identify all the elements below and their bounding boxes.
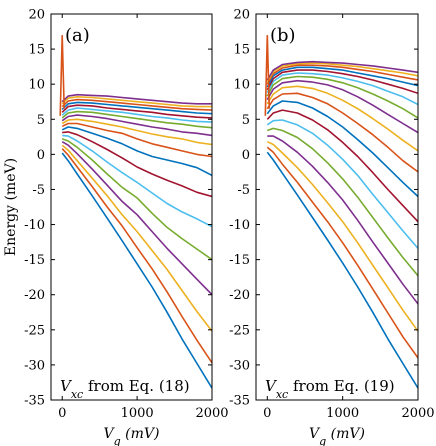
series-line-9 (266, 92, 418, 173)
y-tick-label: -25 (229, 323, 250, 338)
series-group (264, 35, 418, 389)
y-tick-label: 5 (37, 113, 45, 128)
series-line-16 (266, 64, 418, 85)
panel-a: 20 15 10 5 0 -5 -10 -15 -20 -25 -30 -35 0 1000 2000 (a)… (24, 8, 228, 446)
annotation-text: Vxc from Eq. (18) (60, 377, 190, 401)
y-tick-label: 0 (242, 148, 250, 163)
series-group (59, 35, 212, 389)
series-line-15 (266, 66, 418, 88)
y-tick-label: -10 (229, 218, 250, 233)
y-tick-label: -35 (229, 394, 250, 409)
series-line-8 (266, 100, 418, 198)
x-tick-label: 0 (263, 406, 271, 421)
series-line-5 (267, 127, 418, 277)
series-line-2 (61, 148, 212, 364)
x-tick-label: 2000 (195, 406, 228, 421)
series-line-1 (266, 151, 418, 389)
spike-line (59, 35, 65, 116)
y-tick-label: 15 (28, 43, 45, 58)
series-line-17 (61, 96, 212, 108)
y-tick-label: 0 (37, 148, 45, 163)
annotation-text: Vxc from Eq. (19) (265, 377, 395, 401)
series-line-11 (61, 114, 212, 137)
y-tick-label: -5 (237, 183, 250, 198)
plot-frame (255, 13, 419, 401)
x-tick-label: 2000 (401, 406, 434, 421)
series-line-6 (62, 134, 212, 228)
series-line-7 (266, 109, 418, 223)
y-tick-label: 5 (242, 113, 250, 128)
x-tick-label: 0 (58, 406, 66, 421)
series-line-14 (61, 104, 212, 119)
panel-label: (a) (65, 25, 90, 46)
series-line-4 (267, 135, 418, 305)
series-line-18 (266, 60, 418, 81)
y-tick-label: -30 (24, 358, 45, 373)
series-line-8 (61, 126, 212, 177)
y-axis-title: Energy (meV) (3, 158, 19, 256)
x-axis-title: Vg (mV) (309, 426, 365, 446)
series-line-13 (61, 107, 212, 123)
y-tick-label: -30 (229, 358, 250, 373)
series-line-3 (61, 144, 212, 332)
series-line-7 (62, 131, 212, 198)
series-line-18 (61, 93, 212, 105)
series-line-11 (266, 79, 418, 134)
series-line-16 (61, 98, 212, 111)
series-line-17 (266, 62, 418, 83)
y-tick-label: -15 (229, 253, 250, 268)
y-tick-label: -15 (24, 253, 45, 268)
plot-frame (50, 13, 213, 401)
y-tick-label: -20 (229, 288, 250, 303)
x-axis-title: Vg (mV) (104, 426, 160, 446)
series-line-10 (266, 85, 418, 152)
series-line-13 (266, 72, 418, 106)
y-tick-label: 20 (28, 8, 45, 23)
series-line-6 (266, 119, 418, 249)
panel-label: (b) (270, 25, 296, 46)
series-line-2 (266, 146, 418, 359)
x-tick-label: 1000 (326, 406, 359, 421)
series-line-4 (61, 141, 212, 296)
x-tick-label: 1000 (121, 406, 154, 421)
y-tick-label: -5 (32, 183, 45, 198)
series-line-5 (61, 138, 212, 261)
spike-line (264, 35, 271, 116)
y-tick-label: -10 (24, 218, 45, 233)
series-line-14 (266, 69, 418, 95)
series-line-9 (61, 122, 212, 158)
y-tick-label: 10 (233, 78, 250, 93)
y-tick-label: 15 (233, 43, 250, 58)
series-line-10 (61, 118, 212, 146)
y-tick-label: 10 (28, 78, 45, 93)
y-tick-label: -25 (24, 323, 45, 338)
y-tick-label: -35 (24, 394, 45, 409)
series-line-12 (266, 75, 418, 119)
series-line-15 (61, 101, 212, 115)
series-line-1 (61, 152, 212, 389)
y-tick-label: -20 (24, 288, 45, 303)
series-line-12 (61, 110, 212, 129)
panel-b: 20 15 10 5 0 -5 -10 -15 -20 -25 -30 -35 0 1000 2000 (b)… (229, 8, 434, 446)
y-tick-label: 20 (233, 8, 250, 23)
series-line-3 (266, 140, 418, 332)
